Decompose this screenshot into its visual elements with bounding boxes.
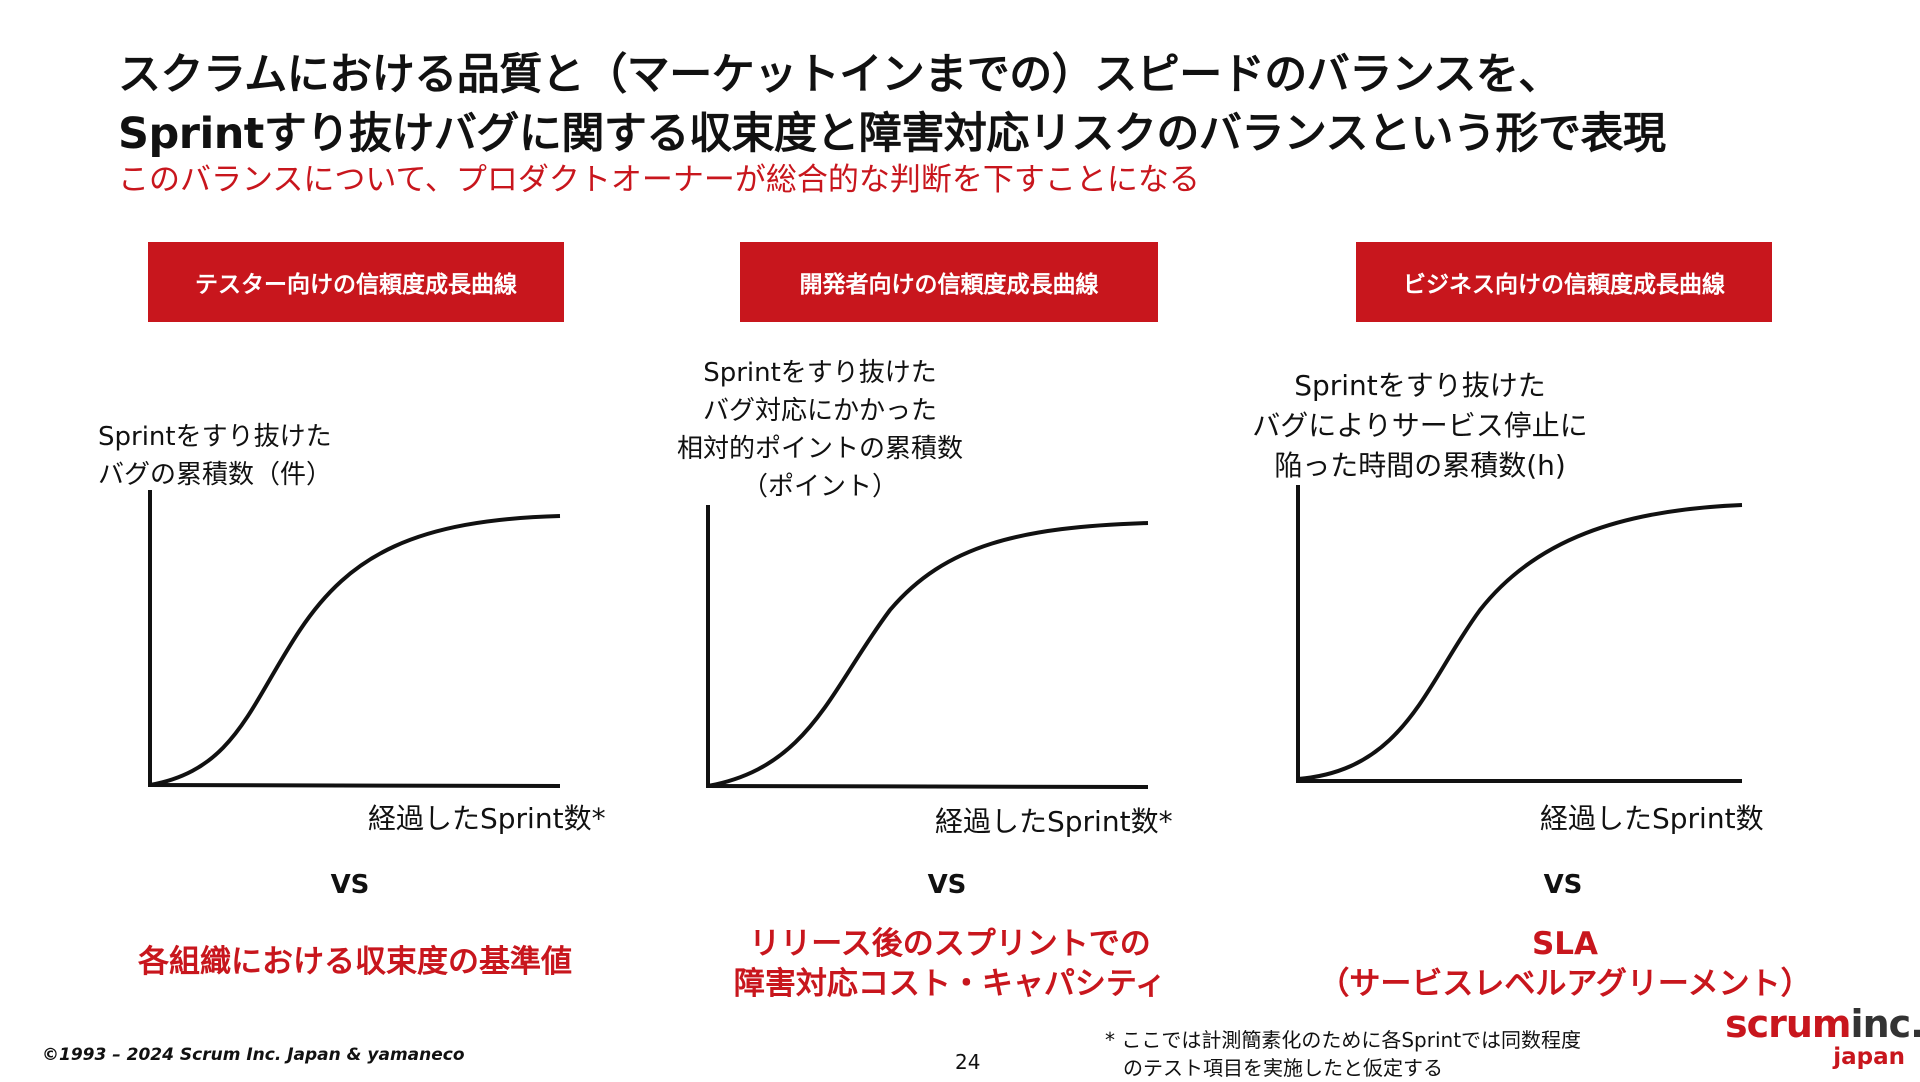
ylabel-tester-line-1: Sprintをすり抜けた bbox=[98, 422, 332, 452]
ylabel-developer-line-1: Sprintをすり抜けた bbox=[703, 358, 937, 388]
panel-header-developer: 開発者向けの信頼度成長曲線 bbox=[740, 242, 1158, 322]
vs-developer: VS bbox=[927, 870, 967, 900]
ylabel-developer: Sprintをすり抜けた バグ対応にかかった 相対的ポイントの累積数 （ポイント… bbox=[640, 354, 1000, 506]
x-axis-tester bbox=[147, 783, 561, 788]
ylabel-business: Sprintをすり抜けた バグによりサービス停止に 陥った時間の累積数(h) bbox=[1220, 366, 1620, 486]
panel-header-business: ビジネス向けの信頼度成長曲線 bbox=[1356, 242, 1772, 322]
logo-inc: inc. bbox=[1850, 1002, 1920, 1046]
target-developer-line-1: リリース後のスプリントでの bbox=[749, 926, 1151, 962]
target-business-line-1: SLA bbox=[1531, 926, 1599, 962]
scrum-inc-logo: scruminc. japan bbox=[1725, 1002, 1920, 1070]
xlabel-developer: 経過したSprint数* bbox=[935, 805, 1173, 838]
target-tester-line-1: 各組織における収束度の基準値 bbox=[138, 944, 572, 980]
s-curve-developer bbox=[707, 521, 1149, 788]
ylabel-developer-line-2: バグ対応にかかった bbox=[702, 396, 937, 426]
copyright: ©1993 – 2024 Scrum Inc. Japan & yamaneco bbox=[42, 1045, 465, 1065]
vs-business: VS bbox=[1543, 870, 1583, 900]
target-tester: 各組織における収束度の基準値 bbox=[100, 942, 610, 982]
target-developer-line-2: 障害対応コスト・キャパシティ bbox=[733, 966, 1167, 1002]
title-line-2: Sprintすり抜けバグに関する収束度と障害対応リスクのバランスという形で表現 bbox=[118, 109, 1666, 159]
s-curve-business bbox=[1297, 503, 1743, 781]
growth-curve-developer bbox=[705, 505, 1149, 789]
ylabel-tester: Sprintをすり抜けた バグの累積数（件） bbox=[98, 418, 332, 494]
footnote: * ここでは計測簡素化のために各Sprintでは同数程度 のテスト項目を実施した… bbox=[1105, 1026, 1581, 1082]
logo-wordmark: scruminc. bbox=[1725, 1002, 1920, 1046]
footnote-line-1: * ここでは計測簡素化のために各Sprintでは同数程度 bbox=[1105, 1028, 1582, 1052]
target-developer: リリース後のスプリントでの 障害対応コスト・キャパシティ bbox=[690, 924, 1210, 1004]
vs-tester: VS bbox=[330, 870, 370, 900]
footnote-line-2: のテスト項目を実施したと仮定する bbox=[1123, 1056, 1443, 1080]
x-axis-developer bbox=[705, 784, 1149, 789]
ylabel-tester-line-2: バグの累積数（件） bbox=[98, 460, 333, 490]
target-business-line-2: （サービスレベルアグリーメント） bbox=[1318, 966, 1812, 1002]
slide-subtitle: このバランスについて、プロダクトオーナーが総合的な判断を下すことになる bbox=[118, 162, 1200, 198]
title-line-1: スクラムにおける品質と（マーケットインまでの）スピードのバランスを、 bbox=[118, 50, 1561, 100]
growth-curve-business bbox=[1296, 485, 1743, 783]
ylabel-developer-line-4: （ポイント） bbox=[741, 472, 898, 502]
ylabel-business-line-2: バグによりサービス停止に bbox=[1252, 409, 1588, 442]
ylabel-business-line-1: Sprintをすり抜けた bbox=[1294, 369, 1546, 402]
target-business: SLA （サービスレベルアグリーメント） bbox=[1300, 924, 1830, 1004]
s-curve-tester bbox=[149, 514, 561, 787]
ylabel-developer-line-3: 相対的ポイントの累積数 bbox=[676, 434, 963, 464]
slide-title: スクラムにおける品質と（マーケットインまでの）スピードのバランスを、 Sprin… bbox=[118, 46, 1858, 164]
page-number: 24 bbox=[955, 1050, 981, 1074]
panel-header-tester: テスター向けの信頼度成長曲線 bbox=[148, 242, 564, 322]
ylabel-business-line-3: 陥った時間の累積数(h) bbox=[1274, 449, 1566, 482]
xlabel-tester: 経過したSprint数* bbox=[368, 802, 606, 835]
logo-japan: japan bbox=[1833, 1044, 1905, 1070]
logo-scrum: scrum bbox=[1725, 1002, 1852, 1046]
growth-curve-tester bbox=[147, 490, 561, 788]
xlabel-business: 経過したSprint数 bbox=[1540, 802, 1764, 835]
